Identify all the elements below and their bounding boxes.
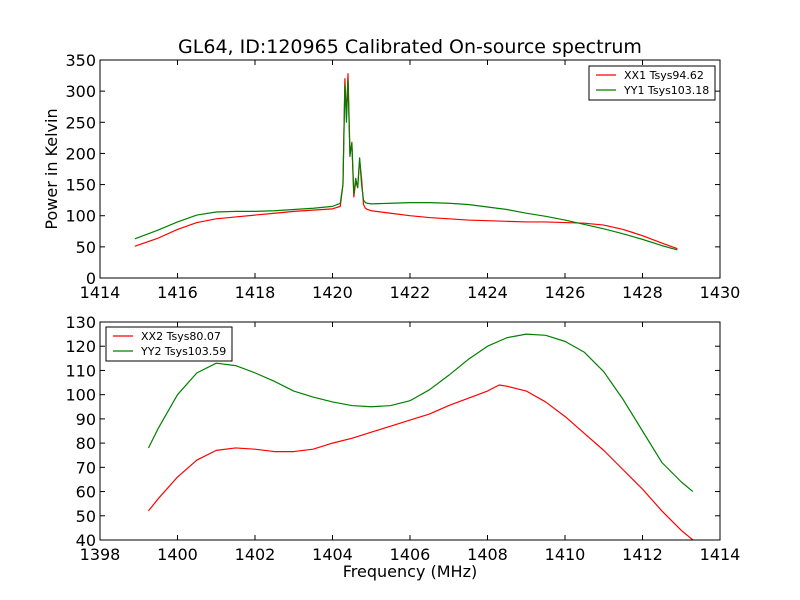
y-tick-label: 250 [65, 113, 96, 132]
y-tick-label: 150 [65, 176, 96, 195]
x-tick-label: 1400 [157, 545, 198, 564]
legend-entry: XX2 Tsys80.07 [141, 330, 221, 343]
x-tick-label: 1428 [622, 283, 663, 302]
series-line-1-0 [147, 384, 694, 541]
x-tick-label: 1420 [312, 283, 353, 302]
legend: XX1 Tsys94.62 YY1 Tsys103.18 [588, 65, 716, 101]
x-tick-label: 1404 [312, 545, 353, 564]
x-tick-label: 1424 [467, 283, 508, 302]
series-line-0-1 [134, 79, 678, 251]
y-tick-label: 40 [76, 531, 96, 550]
x-tick-label: 1422 [390, 283, 431, 302]
x-tick-label: 1406 [390, 545, 431, 564]
y-tick-label: 100 [65, 207, 96, 226]
y-tick-label: 110 [65, 361, 96, 380]
y-tick-label: 60 [76, 483, 96, 502]
legend-entry: YY2 Tsys103.59 [140, 345, 226, 358]
legend-box [105, 326, 233, 362]
x-tick-label: 1414 [80, 283, 121, 302]
x-tick-label: 1414 [700, 545, 741, 564]
series-line-1-1 [147, 333, 694, 493]
x-tick-label: 1398 [80, 545, 121, 564]
bottom-spectrum-chart: 1398 1400 1402 1404 1406 1408 1410 1412 1414 40 50… [65, 313, 740, 564]
x-tick-label: 1402 [235, 545, 276, 564]
x-tick-label: 1430 [700, 283, 741, 302]
y-tick-label: 350 [65, 51, 96, 70]
x-tick-label: 1416 [157, 283, 198, 302]
chart-title: GL64, ID:120965 Calibrated On-source spe… [178, 36, 642, 58]
top-spectrum-chart: 1414 1416 1418 1420 1422 1424 1426 1428 1430 0 50 1… [65, 51, 740, 302]
y-tick-label: 0 [86, 269, 96, 288]
bottom-xlabel: Frequency (MHz) [343, 562, 477, 581]
y-tick-label: 200 [65, 144, 96, 163]
legend-entry: XX1 Tsys94.62 [624, 69, 704, 82]
legend: XX2 Tsys80.07 YY2 Tsys103.59 [105, 326, 233, 362]
x-tick-label: 1408 [467, 545, 508, 564]
y-tick-label: 90 [76, 410, 96, 429]
y-tick-label: 70 [76, 458, 96, 477]
y-tick-label: 100 [65, 386, 96, 405]
legend-box [588, 65, 716, 101]
x-tick-label: 1418 [235, 283, 276, 302]
x-tick-label: 1410 [545, 545, 586, 564]
x-tick-label: 1426 [545, 283, 586, 302]
y-tick-label: 50 [76, 238, 96, 257]
legend-entry: YY1 Tsys103.18 [623, 84, 709, 97]
y-tick-label: 130 [65, 313, 96, 332]
y-tick-label: 80 [76, 434, 96, 453]
y-tick-label: 300 [65, 82, 96, 101]
x-tick-label: 1412 [622, 545, 663, 564]
top-ylabel: Power in Kelvin [42, 108, 61, 229]
y-tick-label: 120 [65, 337, 96, 356]
y-tick-label: 50 [76, 507, 96, 526]
